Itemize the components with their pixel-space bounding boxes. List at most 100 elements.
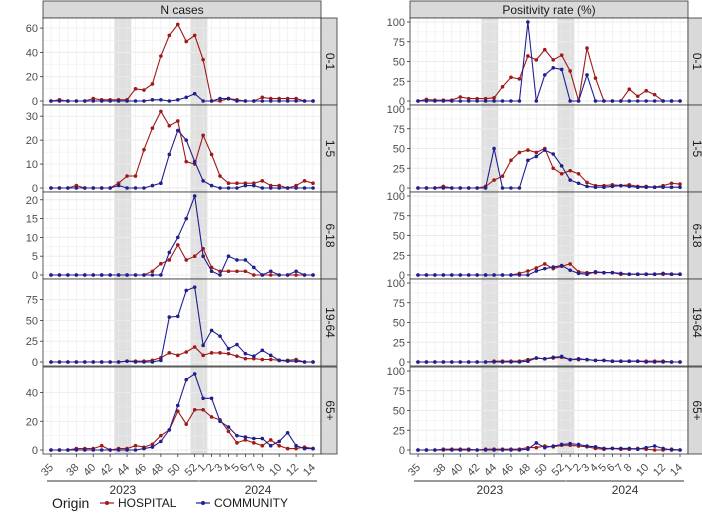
data-point-community [483, 448, 488, 452]
data-point-hospital [209, 415, 214, 419]
data-point-community [277, 273, 281, 277]
data-point-community [184, 377, 189, 382]
panel-background [43, 192, 321, 279]
data-point-community [83, 360, 87, 364]
data-point-community [108, 186, 112, 190]
data-point-community [99, 186, 104, 190]
data-point-community [424, 99, 429, 103]
data-point-community [268, 99, 273, 103]
data-point-hospital [175, 409, 180, 414]
data-point-community [260, 436, 265, 441]
y-tick-label: 0 [399, 445, 405, 457]
data-point-hospital [243, 438, 248, 442]
data-point-community [302, 273, 307, 277]
data-point-hospital [133, 443, 138, 448]
data-point-community [483, 360, 488, 364]
data-point-community [125, 186, 129, 190]
row-strip-label: 19-64 [323, 307, 337, 338]
y-tick-label: 0 [32, 96, 38, 108]
data-point-community [175, 314, 180, 319]
data-point-community [551, 66, 556, 70]
data-point-community [441, 99, 446, 103]
data-point-hospital [175, 353, 180, 358]
data-point-community [133, 360, 138, 364]
data-point-community [125, 448, 129, 452]
data-point-community [268, 443, 273, 448]
data-point-hospital [260, 443, 265, 448]
data-point-community [150, 273, 155, 277]
data-point-community [150, 183, 155, 188]
data-point-community [49, 448, 53, 452]
y-tick-label: 0 [399, 96, 405, 108]
data-point-community [184, 288, 189, 293]
data-point-community [475, 99, 479, 103]
data-point-hospital [226, 181, 231, 186]
data-point-community [74, 448, 79, 452]
data-point-community [433, 360, 437, 364]
data-point-community [175, 235, 180, 240]
data-point-community [450, 186, 454, 190]
data-point-hospital [167, 351, 172, 355]
data-point-hospital [218, 174, 222, 178]
data-point-community [517, 99, 522, 103]
panel-n-19-64: 0 25 50 75 19-64 [26, 278, 338, 369]
x-tick-label: 48 [516, 462, 533, 479]
data-point-community [424, 448, 429, 452]
data-point-hospital [125, 174, 129, 178]
data-point-community [252, 183, 256, 188]
data-point-community [142, 446, 146, 451]
data-point-community [285, 359, 290, 363]
data-point-community [568, 99, 572, 103]
data-point-community [576, 181, 581, 186]
data-point-community [509, 360, 513, 364]
y-tick-label: 0 [32, 445, 38, 457]
data-point-hospital [576, 171, 581, 176]
data-point-community [500, 99, 505, 103]
panel-rate-0-1: 0 25 50 75 100 0-1 [387, 17, 702, 108]
data-point-community [74, 360, 79, 364]
data-point-community [551, 152, 556, 156]
data-point-community [99, 448, 104, 452]
data-point-community [108, 360, 112, 364]
panel-rate-6-18: 0 25 50 75 100 6-18 [387, 191, 702, 282]
data-point-community [57, 99, 62, 103]
data-point-hospital [201, 407, 205, 412]
row-strip-label: 0-1 [323, 53, 337, 71]
data-point-community [517, 360, 522, 364]
data-point-community [568, 357, 572, 362]
data-point-hospital [159, 433, 163, 438]
data-point-community [593, 358, 598, 363]
y-tick-label: 25 [393, 337, 405, 349]
data-point-community [424, 186, 429, 190]
data-point-community [302, 446, 307, 451]
data-point-community [542, 445, 547, 450]
shaded-week-band [190, 18, 208, 105]
data-point-community [635, 99, 640, 103]
data-point-community [294, 359, 298, 363]
data-point-community [57, 360, 62, 364]
x-tick-label: 44 [115, 462, 132, 479]
data-point-hospital [142, 88, 146, 92]
data-point-community [652, 185, 657, 190]
data-point-community [235, 186, 239, 190]
data-point-community [644, 445, 648, 450]
data-point-community [159, 181, 163, 186]
data-point-community [416, 186, 420, 190]
x-tick-label: 10 [267, 462, 284, 479]
data-point-hospital [184, 39, 189, 44]
data-point-community [192, 159, 197, 164]
data-point-community [466, 186, 471, 190]
panel-rate-19-64: 0 25 50 75 100 19-64 [387, 278, 702, 369]
data-point-community [184, 216, 189, 221]
data-point-hospital [192, 254, 197, 258]
data-point-community [500, 360, 505, 364]
y-tick-label: 50 [393, 406, 405, 418]
data-point-community [209, 328, 214, 333]
shaded-week-band [190, 279, 208, 366]
data-point-hospital [311, 181, 315, 186]
data-point-community [209, 183, 214, 188]
data-point-community [201, 343, 205, 348]
data-point-hospital [551, 166, 556, 171]
data-point-community [243, 99, 248, 103]
data-point-community [243, 183, 248, 188]
